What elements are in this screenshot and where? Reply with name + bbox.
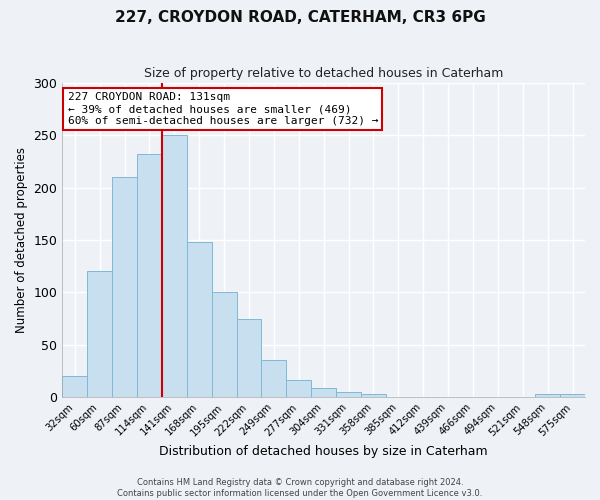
Bar [162,136,187,397]
X-axis label: Distribution of detached houses by size in Caterham: Distribution of detached houses by size … [160,444,488,458]
Bar [112,178,137,397]
Bar [212,292,236,397]
Bar [336,392,361,397]
Text: 227, CROYDON ROAD, CATERHAM, CR3 6PG: 227, CROYDON ROAD, CATERHAM, CR3 6PG [115,10,485,25]
Bar [187,242,212,397]
Bar [137,154,162,397]
Bar [236,318,262,397]
Bar [87,272,112,397]
Bar [62,376,87,397]
Bar [262,360,286,397]
Text: 227 CROYDON ROAD: 131sqm
← 39% of detached houses are smaller (469)
60% of semi-: 227 CROYDON ROAD: 131sqm ← 39% of detach… [68,92,378,126]
Text: Contains HM Land Registry data © Crown copyright and database right 2024.
Contai: Contains HM Land Registry data © Crown c… [118,478,482,498]
Title: Size of property relative to detached houses in Caterham: Size of property relative to detached ho… [144,68,503,80]
Bar [286,380,311,397]
Bar [311,388,336,397]
Y-axis label: Number of detached properties: Number of detached properties [15,147,28,333]
Bar [560,394,585,397]
Bar [361,394,386,397]
Bar [535,394,560,397]
